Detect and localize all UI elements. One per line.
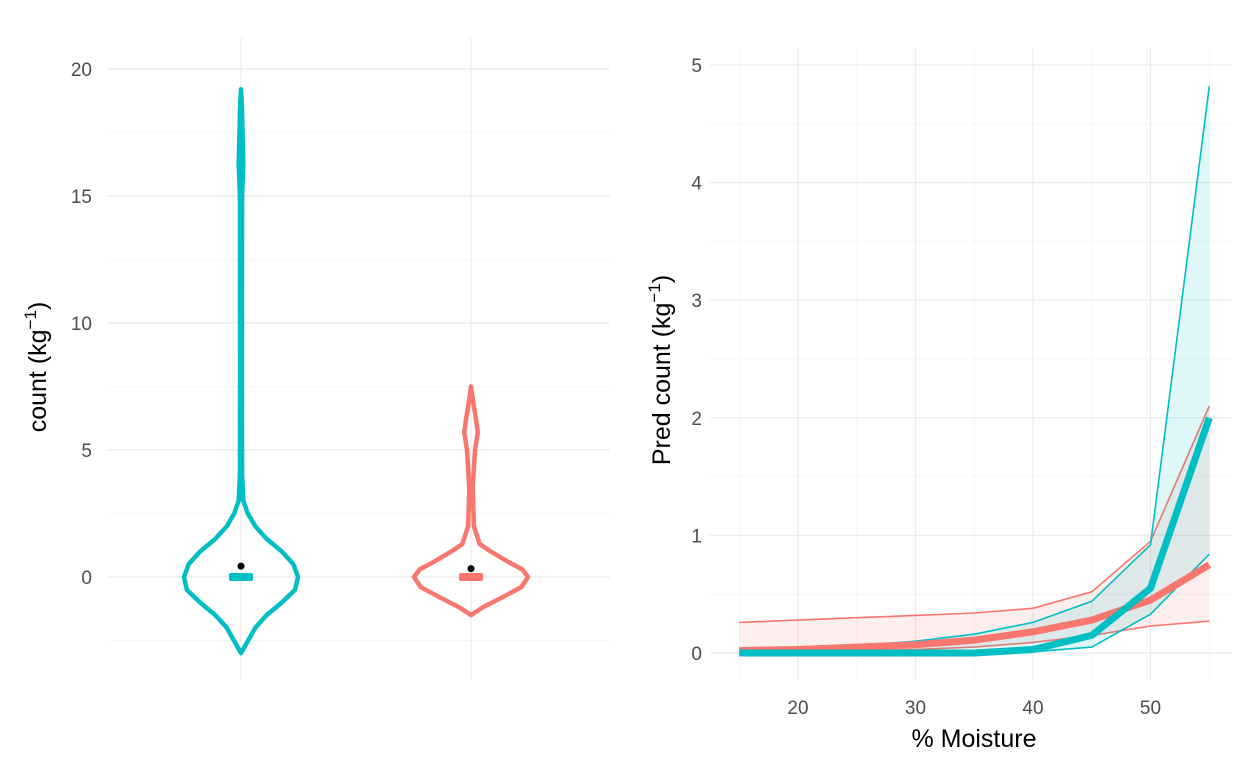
violin-shape — [411, 384, 531, 618]
violin-mean-point — [237, 562, 245, 570]
line-y-tick-label: 0 — [691, 644, 702, 665]
line-y-tick-labels: 0 1 2 3 4 5 — [691, 56, 702, 665]
line-y-tick-label: 4 — [691, 174, 702, 195]
line-y-tick-label: 3 — [691, 291, 702, 312]
line-y-axis-label-exponent: −1 — [645, 283, 664, 302]
line-x-tick-labels: 20 30 40 50 — [787, 698, 1161, 719]
violin-y-tick-labels: 0 5 10 15 20 — [71, 60, 92, 589]
line-x-axis-label: % Moisture — [911, 725, 1036, 753]
line-y-tick-label: 1 — [691, 526, 702, 547]
line-panel: 0 1 2 3 4 5 20 30 40 50 Pred count (kg−1) % Mois… — [645, 48, 1232, 753]
violin-y-axis-label-text: count (kg — [24, 329, 52, 432]
line-x-tick-label: 20 — [787, 698, 808, 719]
violin-y-tick-label: 15 — [71, 187, 92, 208]
violin-median-bar — [459, 573, 483, 581]
line-gridlines — [710, 48, 1232, 680]
line-y-axis-label-close: ) — [648, 275, 676, 283]
violin-shapes — [181, 87, 531, 656]
upper-bound-line — [739, 405, 1211, 624]
violin-y-tick-label: 10 — [71, 314, 92, 335]
fitted-line — [739, 416, 1213, 657]
violin-y-tick-label: 5 — [81, 441, 92, 462]
violin-y-axis-label-exponent: −1 — [21, 310, 40, 329]
line-x-tick-label: 30 — [905, 698, 926, 719]
line-y-tick-label: 5 — [691, 56, 702, 77]
violin-y-tick-label: 0 — [81, 568, 92, 589]
violin-mean-point — [467, 565, 475, 573]
line-y-axis-label: Pred count (kg−1) — [645, 275, 676, 465]
violin-y-axis-label: count (kg−1) — [21, 302, 52, 433]
violin-panel: 0 5 10 15 20 count (kg−1) — [21, 38, 610, 680]
line-y-axis-label-text: Pred count (kg — [648, 303, 676, 466]
violin-shape — [181, 87, 301, 656]
line-x-tick-label: 50 — [1140, 698, 1161, 719]
violin-y-tick-label: 20 — [71, 60, 92, 81]
violin-y-axis-label-close: ) — [24, 302, 52, 310]
line-y-tick-label: 2 — [691, 409, 702, 430]
line-x-tick-label: 40 — [1022, 698, 1043, 719]
violin-median-bar — [229, 573, 253, 581]
confidence-band — [739, 406, 1210, 653]
line-series — [739, 416, 1213, 657]
